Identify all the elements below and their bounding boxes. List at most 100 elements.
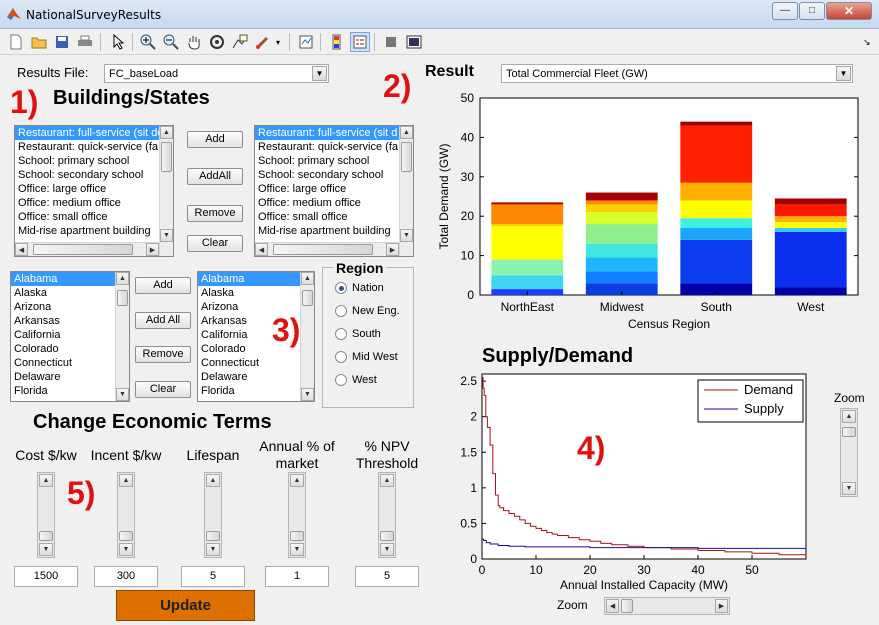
clear-buildings-button[interactable]: Clear — [187, 235, 243, 252]
slider-up-icon[interactable]: ▲ — [39, 474, 53, 487]
econ-value-field[interactable]: 5 — [355, 566, 419, 587]
close-button[interactable]: ✕ — [826, 2, 872, 20]
zoom-in-icon[interactable] — [138, 32, 158, 52]
region-option-nation[interactable]: Nation — [335, 281, 413, 295]
brush-icon[interactable] — [253, 32, 273, 52]
region-option-west[interactable]: West — [335, 373, 413, 387]
region-option-mid-west[interactable]: Mid West — [335, 350, 413, 364]
scroll-thumb[interactable] — [33, 244, 133, 255]
list-item[interactable]: Office: large office — [18, 183, 107, 195]
slider-up-icon[interactable]: ▲ — [380, 474, 394, 487]
radio-button[interactable] — [335, 282, 347, 294]
chevron-down-icon[interactable]: ▼ — [836, 66, 851, 81]
add-all-states-button[interactable]: Add All — [135, 312, 191, 329]
add-building-button[interactable]: Add — [187, 131, 243, 148]
scroll-up-icon[interactable]: ▲ — [400, 126, 413, 139]
scroll-thumb[interactable] — [273, 244, 373, 255]
scroll-up-icon[interactable]: ▲ — [116, 272, 129, 285]
data-cursor-icon[interactable] — [230, 32, 250, 52]
horizontal-scrollbar[interactable]: ◀ ▶ — [255, 242, 399, 256]
scroll-down-icon[interactable]: ▼ — [301, 388, 314, 401]
states-source-list[interactable]: Alabama Alaska Arizona Arkansas California Co… — [10, 271, 130, 402]
slider-up-icon[interactable]: ▲ — [206, 474, 220, 487]
slider-down-icon[interactable]: ▼ — [39, 543, 53, 556]
list-item[interactable]: Connecticut — [14, 357, 73, 369]
scroll-thumb[interactable] — [401, 142, 412, 172]
slider-thumb[interactable] — [206, 531, 220, 541]
scroll-down-icon[interactable]: ▼ — [160, 229, 173, 242]
list-item[interactable]: Florida — [201, 385, 235, 397]
econ-slider[interactable]: ▲ ▼ — [37, 472, 55, 558]
link-plot-icon[interactable] — [296, 32, 316, 52]
dock-arrow-icon[interactable]: ↘ — [863, 37, 871, 47]
list-item[interactable]: Delaware — [201, 371, 248, 383]
list-item[interactable]: Arizona — [201, 301, 239, 313]
econ-slider[interactable]: ▲ ▼ — [378, 472, 396, 558]
zoom-out-icon[interactable] — [161, 32, 181, 52]
econ-slider[interactable]: ▲ ▼ — [117, 472, 135, 558]
horizontal-scrollbar[interactable]: ◀ ▶ — [15, 242, 159, 256]
slider-left-icon[interactable]: ◀ — [606, 599, 619, 613]
list-item[interactable]: Restaurant: quick-service (fa — [18, 141, 158, 153]
list-item[interactable]: School: secondary school — [18, 169, 144, 181]
list-item[interactable]: California — [14, 329, 61, 341]
list-item[interactable]: Office: small office — [258, 211, 348, 223]
econ-value-field[interactable]: 1 — [265, 566, 329, 587]
radio-button[interactable] — [335, 328, 347, 340]
list-item[interactable]: Alaska — [14, 287, 48, 299]
result-type-select[interactable]: Total Commercial Fleet (GW) ▼ — [501, 64, 853, 83]
hide-plot-tools-icon[interactable] — [381, 32, 401, 52]
scroll-down-icon[interactable]: ▼ — [116, 388, 129, 401]
econ-value-field[interactable]: 300 — [94, 566, 158, 587]
list-item[interactable]: California — [201, 329, 248, 341]
scroll-left-icon[interactable]: ◀ — [15, 243, 28, 256]
econ-value-field[interactable]: 5 — [181, 566, 245, 587]
list-item[interactable]: Alabama — [11, 272, 129, 286]
slider-down-icon[interactable]: ▼ — [842, 482, 856, 495]
list-item[interactable]: School: secondary school — [258, 169, 384, 181]
list-item[interactable]: Restaurant: quick-service (fa — [258, 141, 398, 153]
add-all-buildings-button[interactable]: AddAll — [187, 168, 243, 185]
remove-state-button[interactable]: Remove — [135, 346, 191, 363]
slider-down-icon[interactable]: ▼ — [119, 543, 133, 556]
scroll-left-icon[interactable]: ◀ — [255, 243, 268, 256]
pointer-icon[interactable] — [108, 32, 128, 52]
scroll-thumb[interactable] — [161, 142, 172, 172]
list-item[interactable]: Restaurant: full-service (sit do — [15, 126, 173, 140]
scroll-up-icon[interactable]: ▲ — [301, 272, 314, 285]
scroll-right-icon[interactable]: ▶ — [146, 243, 159, 256]
list-item[interactable]: Office: large office — [258, 183, 347, 195]
list-item[interactable]: Connecticut — [201, 357, 260, 369]
list-item[interactable]: Colorado — [14, 343, 59, 355]
list-item[interactable]: Mid-rise apartment building — [258, 225, 391, 237]
vertical-scrollbar[interactable]: ▲ ▼ — [399, 126, 413, 256]
vertical-scrollbar[interactable]: ▲ ▼ — [115, 272, 129, 401]
radio-button[interactable] — [335, 305, 347, 317]
add-state-button[interactable]: Add — [135, 277, 191, 294]
slider-thumb[interactable] — [39, 531, 53, 541]
slider-up-icon[interactable]: ▲ — [290, 474, 304, 487]
zoom-vertical-slider[interactable]: ▲ ▼ — [840, 408, 858, 497]
brush-dropdown-icon[interactable]: ▾ — [275, 37, 280, 47]
open-folder-icon[interactable] — [29, 32, 49, 52]
list-item[interactable]: Mid-rise apartment building — [18, 225, 151, 237]
slider-thumb[interactable] — [290, 531, 304, 541]
list-item[interactable]: Delaware — [14, 371, 61, 383]
slider-up-icon[interactable]: ▲ — [119, 474, 133, 487]
econ-value-field[interactable]: 1500 — [14, 566, 78, 587]
list-item[interactable]: School: primary school — [18, 155, 130, 167]
buildings-source-list[interactable]: Restaurant: full-service (sit do Restaura… — [14, 125, 174, 257]
zoom-horizontal-slider[interactable]: ◀ ▶ — [604, 597, 730, 615]
maximize-button[interactable]: □ — [799, 2, 825, 20]
save-icon[interactable] — [52, 32, 72, 52]
pan-hand-icon[interactable] — [184, 32, 204, 52]
radio-button[interactable] — [335, 351, 347, 363]
remove-building-button[interactable]: Remove — [187, 205, 243, 222]
list-item[interactable]: Office: medium office — [258, 197, 361, 209]
list-item[interactable]: Restaurant: full-service (sit d — [255, 126, 413, 140]
minimize-button[interactable]: — — [772, 2, 798, 20]
list-item[interactable]: Colorado — [201, 343, 246, 355]
colorbar-icon[interactable] — [327, 32, 347, 52]
list-item[interactable]: Arkansas — [201, 315, 247, 327]
buildings-selected-list[interactable]: Restaurant: full-service (sit d Restauran… — [254, 125, 414, 257]
